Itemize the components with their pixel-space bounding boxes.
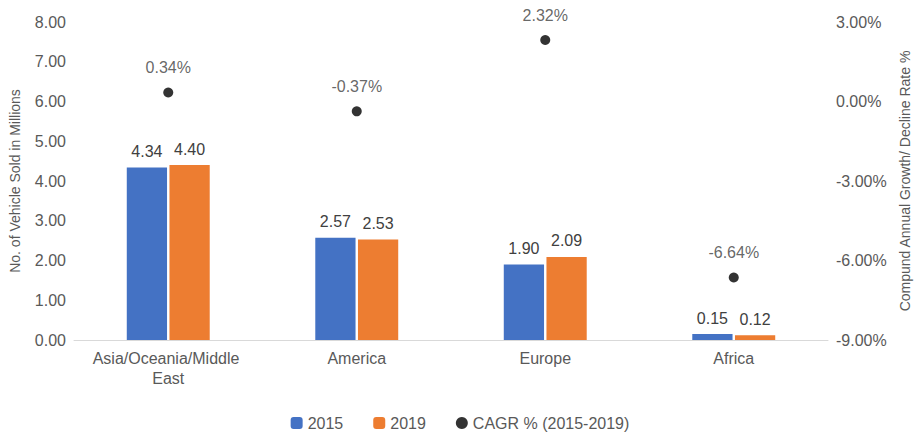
svg-text:2015: 2015 [308, 415, 344, 432]
svg-text:2.09: 2.09 [551, 232, 582, 249]
svg-text:6.00: 6.00 [35, 93, 66, 110]
svg-text:-0.37%: -0.37% [331, 78, 382, 95]
svg-text:0.34%: 0.34% [146, 59, 191, 76]
svg-text:-3.00%: -3.00% [836, 173, 887, 190]
svg-text:2.57: 2.57 [320, 213, 351, 230]
svg-text:-6.00%: -6.00% [836, 252, 887, 269]
svg-text:Europe: Europe [519, 350, 571, 367]
svg-text:0.00%: 0.00% [836, 93, 881, 110]
svg-text:America: America [327, 350, 386, 367]
svg-text:7.00: 7.00 [35, 53, 66, 70]
svg-text:2019: 2019 [390, 415, 426, 432]
svg-text:-6.64%: -6.64% [708, 244, 759, 261]
svg-text:4.40: 4.40 [174, 141, 205, 158]
svg-text:East: East [152, 370, 185, 387]
svg-text:0.12: 0.12 [740, 311, 771, 328]
svg-text:0.00: 0.00 [35, 332, 66, 349]
svg-text:4.34: 4.34 [131, 143, 162, 160]
svg-text:2.53: 2.53 [363, 215, 394, 232]
svg-text:1.00: 1.00 [35, 292, 66, 309]
svg-text:2.00: 2.00 [35, 252, 66, 269]
svg-text:2.32%: 2.32% [523, 7, 568, 24]
svg-text:Africa: Africa [713, 350, 754, 367]
svg-text:4.00: 4.00 [35, 173, 66, 190]
svg-text:5.00: 5.00 [35, 133, 66, 150]
svg-text:Compund Annual Growth/ Decline: Compund Annual Growth/ Decline Rate % [897, 51, 913, 312]
svg-text:1.90: 1.90 [508, 240, 539, 257]
svg-text:3.00: 3.00 [35, 212, 66, 229]
svg-text:-9.00%: -9.00% [836, 332, 887, 349]
svg-text:0.15: 0.15 [697, 310, 728, 327]
svg-text:8.00: 8.00 [35, 14, 66, 31]
svg-text:No. of Vehicle Sold in Million: No. of Vehicle Sold in Millions [7, 89, 23, 273]
svg-text:3.00%: 3.00% [836, 14, 881, 31]
svg-text:Asia/Oceania/Middle: Asia/Oceania/Middle [93, 350, 244, 367]
svg-text:CAGR % (2015-2019): CAGR % (2015-2019) [473, 415, 630, 432]
